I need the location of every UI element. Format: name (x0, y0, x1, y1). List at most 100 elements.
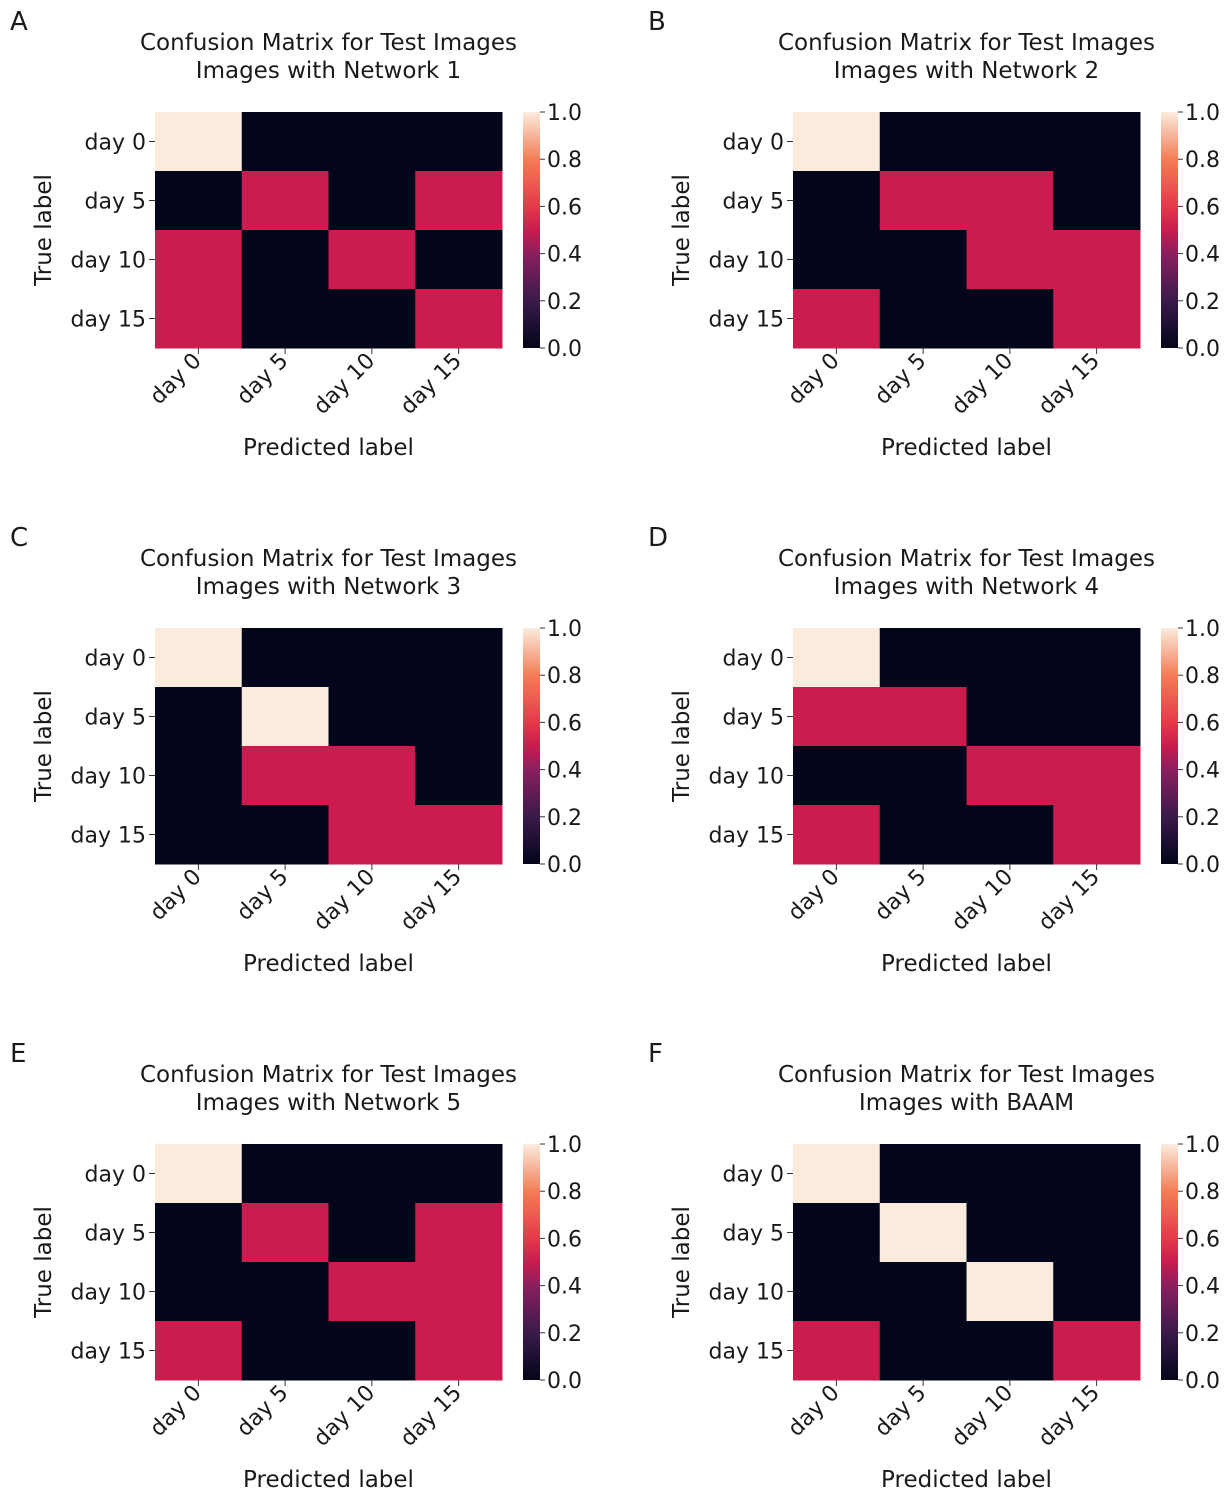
x-tick-label: day 0 (145, 349, 206, 410)
colorbar (523, 112, 540, 348)
colorbar-tick-label: 0.2 (1185, 1322, 1220, 1347)
x-axis-label: Predicted label (243, 951, 414, 977)
colorbar-tick-label: 1.0 (1185, 1133, 1220, 1158)
colorbar-tick-label: 0.4 (1185, 1275, 1220, 1300)
heatmap-cell-r2-c1 (879, 230, 967, 290)
y-tick-label: day 15 (71, 824, 146, 849)
y-axis-label: True label (669, 690, 695, 803)
heatmap-cell-r3-c2 (966, 289, 1054, 349)
chart-title-line-2: Images with Network 1 (196, 58, 461, 84)
colorbar (1161, 628, 1178, 864)
x-tick-label: day 15 (396, 1381, 467, 1452)
x-tick-label: day 0 (783, 349, 844, 410)
heatmap-cell-r3-c0 (155, 289, 243, 349)
heatmap-cell-r0-c2 (328, 628, 416, 688)
heatmap-cell-r3-c3 (415, 1321, 503, 1381)
colorbar-tick-label: 0.8 (547, 1180, 582, 1205)
x-tick-label: day 15 (1034, 865, 1105, 936)
heatmap-cell-r2-c0 (793, 746, 881, 806)
heatmap-cell-r2-c1 (241, 746, 329, 806)
panel-e: E Confusion Matrix for Test ImagesImages … (10, 1039, 582, 1493)
y-tick-label: day 15 (71, 308, 146, 333)
x-tick-label: day 15 (396, 865, 467, 936)
y-tick-label: day 5 (85, 190, 146, 215)
heatmap-cell-r1-c1 (879, 687, 967, 747)
heatmap-cell-r2-c1 (879, 1262, 967, 1322)
colorbar-tick-label: 0.4 (1185, 243, 1220, 268)
chart-title-line-1: Confusion Matrix for Test Images (140, 30, 517, 56)
chart-title-line-1: Confusion Matrix for Test Images (140, 1062, 517, 1088)
heatmap-cell-r1-c2 (328, 1203, 416, 1263)
colorbar-tick-label: 0.2 (1185, 806, 1220, 831)
x-tick-label: day 15 (1034, 349, 1105, 420)
x-tick-label: day 5 (870, 1381, 931, 1442)
heatmap-cell-r0-c1 (879, 628, 967, 688)
chart-title-line-1: Confusion Matrix for Test Images (778, 546, 1155, 572)
colorbar-tick-label: 0.2 (1185, 290, 1220, 315)
heatmap-cell-r1-c0 (155, 171, 243, 231)
x-tick-label: day 0 (145, 865, 206, 926)
heatmap-cell-r3-c1 (879, 1321, 967, 1381)
heatmap-cell-r3-c3 (415, 289, 503, 349)
heatmap-cell-r0-c0 (793, 112, 881, 172)
heatmap-cell-r2-c0 (155, 230, 243, 290)
heatmap-cell-r0-c2 (328, 112, 416, 172)
x-tick-label: day 5 (232, 349, 293, 410)
heatmap-cell-r0-c2 (966, 628, 1054, 688)
colorbar-tick-label: 0.4 (547, 1275, 582, 1300)
heatmap-cell-r1-c2 (966, 687, 1054, 747)
y-tick-label: day 15 (709, 1340, 784, 1365)
panel-letter: F (648, 1039, 663, 1069)
heatmap-cell-r0-c2 (966, 1144, 1054, 1204)
heatmap-cell-r3-c1 (241, 289, 329, 349)
panel-letter: B (648, 7, 666, 37)
x-tick-label: day 15 (396, 349, 467, 420)
colorbar-tick-label: 1.0 (547, 1133, 582, 1158)
heatmap-cell-r3-c0 (155, 1321, 243, 1381)
colorbar (1161, 112, 1178, 348)
heatmap-cell-r3-c1 (241, 1321, 329, 1381)
colorbar-tick-label: 0.4 (547, 243, 582, 268)
heatmap-cell-r2-c3 (1053, 746, 1141, 806)
panel-f: F Confusion Matrix for Test ImagesImages … (648, 1039, 1220, 1493)
heatmap-cell-r0-c2 (966, 112, 1054, 172)
x-axis-label: Predicted label (243, 1467, 414, 1493)
heatmap-cell-r0-c0 (793, 1144, 881, 1204)
y-axis-label: True label (669, 174, 695, 287)
x-axis-label: Predicted label (243, 435, 414, 461)
heatmap-cell-r2-c2 (328, 746, 416, 806)
heatmap-cell-r1-c2 (966, 171, 1054, 231)
heatmap-cell-r0-c3 (415, 1144, 503, 1204)
heatmap-cell-r2-c1 (241, 230, 329, 290)
heatmap-cell-r2-c3 (415, 1262, 503, 1322)
heatmap-cell-r3-c2 (328, 289, 416, 349)
x-tick-label: day 10 (309, 349, 380, 420)
x-tick-label: day 10 (947, 865, 1018, 936)
y-tick-label: day 10 (709, 249, 784, 274)
heatmap-cell-r0-c3 (415, 628, 503, 688)
y-tick-label: day 15 (709, 824, 784, 849)
colorbar-tick-label: 0.6 (547, 1227, 582, 1252)
heatmap-cell-r0-c0 (155, 1144, 243, 1204)
heatmap-cell-r1-c1 (241, 171, 329, 231)
heatmap-cell-r2-c0 (793, 1262, 881, 1322)
colorbar-tick-label: 0.6 (547, 195, 582, 220)
panel-letter: E (10, 1039, 26, 1069)
heatmap-cell-r1-c3 (1053, 1203, 1141, 1263)
colorbar-tick-label: 0.6 (1185, 711, 1220, 736)
y-tick-label: day 5 (85, 1222, 146, 1247)
colorbar-tick-label: 1.0 (1185, 617, 1220, 642)
colorbar-tick-label: 0.2 (547, 290, 582, 315)
y-tick-label: day 10 (71, 765, 146, 790)
colorbar-tick-label: 0.0 (1185, 337, 1220, 362)
heatmap-cell-r2-c0 (793, 230, 881, 290)
heatmap-cell-r0-c0 (155, 112, 243, 172)
x-axis-label: Predicted label (881, 1467, 1052, 1493)
heatmap-cell-r3-c3 (1053, 805, 1141, 865)
x-tick-label: day 5 (232, 1381, 293, 1442)
colorbar-tick-label: 0.2 (547, 806, 582, 831)
heatmap-cell-r1-c0 (155, 687, 243, 747)
x-tick-label: day 5 (232, 865, 293, 926)
heatmap-cell-r1-c1 (241, 687, 329, 747)
